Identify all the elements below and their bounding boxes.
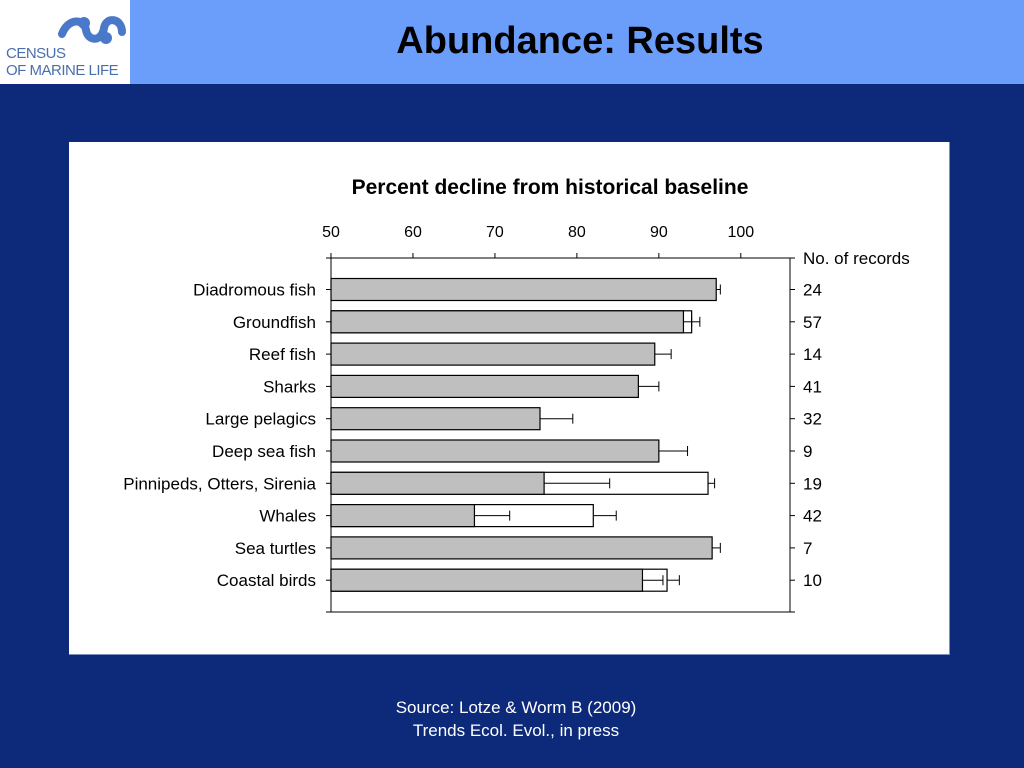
records-label: 42: [803, 507, 822, 526]
records-label: 19: [803, 474, 822, 493]
x-tick-label: 80: [568, 224, 586, 241]
source-line1: Source: Lotze & Worm B (2009): [395, 698, 637, 717]
records-label: 24: [803, 281, 822, 300]
category-label: Sharks: [263, 377, 316, 396]
source-note: Source: Lotze & Worm B (2009) Trends Eco…: [300, 696, 732, 742]
records-header: No. of records: [803, 249, 910, 268]
slide-title: Abundance: Results: [396, 20, 764, 62]
bar: [330, 439, 660, 463]
x-tick-label: 100: [727, 224, 754, 241]
wave-logo-icon: [58, 16, 126, 44]
bar: [330, 504, 476, 528]
category-label: Sea turtles: [235, 539, 316, 558]
records-label: 41: [803, 377, 822, 396]
records-label: 10: [803, 571, 822, 590]
category-label: Whales: [259, 507, 316, 526]
census-logo: CENSUS OF MARINE LIFE: [0, 0, 130, 84]
logo-text-line1: CENSUS: [6, 45, 66, 62]
bar: [330, 407, 541, 431]
category-label: Diadromous fish: [193, 281, 316, 300]
bar: [330, 310, 685, 334]
x-tick-label: 60: [404, 224, 422, 241]
x-tick-label: 90: [650, 224, 668, 241]
bar: [330, 374, 639, 398]
category-label: Reef fish: [249, 345, 316, 364]
category-label: Deep sea fish: [212, 442, 316, 461]
bar: [330, 471, 545, 495]
category-label: Pinnipeds, Otters, Sirenia: [123, 474, 316, 493]
bar: [330, 277, 717, 302]
logo-text-line2: OF MARINE LIFE: [6, 62, 119, 79]
records-label: 7: [803, 539, 812, 558]
chart-panel: Percent decline from historical baseline…: [69, 142, 950, 655]
x-tick-label: 70: [486, 224, 504, 241]
bar-chart: Percent decline from historical baseline…: [123, 176, 910, 613]
chart-title: Percent decline from historical baseline: [352, 176, 749, 199]
category-label: Coastal birds: [217, 571, 316, 590]
header-band: [0, 0, 1024, 84]
bar: [330, 342, 656, 366]
bar: [330, 536, 713, 560]
source-line2: Trends Ecol. Evol., in press: [412, 721, 620, 740]
plot-frame: [330, 257, 791, 613]
bar: [330, 568, 644, 592]
records-label: 9: [803, 442, 812, 461]
records-label: 14: [803, 345, 822, 364]
records-label: 32: [803, 410, 822, 429]
category-label: Large pelagics: [205, 410, 316, 429]
x-tick-label: 50: [322, 224, 340, 241]
category-label: Groundfish: [233, 313, 316, 332]
records-label: 57: [803, 313, 822, 332]
